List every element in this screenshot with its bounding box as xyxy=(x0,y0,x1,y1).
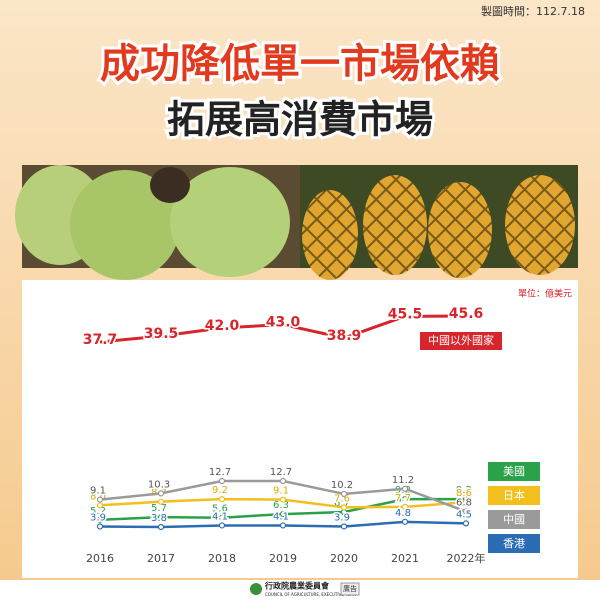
point xyxy=(96,502,104,509)
point xyxy=(157,514,165,521)
point xyxy=(96,523,104,530)
point xyxy=(218,514,226,521)
value-label: 4.5 xyxy=(456,509,472,520)
point xyxy=(96,496,104,503)
x-tick-label: 2018 xyxy=(208,552,236,565)
value-label: 45.5 xyxy=(388,306,423,322)
legend-box xyxy=(488,510,540,529)
point xyxy=(279,510,287,518)
value-label: 9.2 xyxy=(456,485,472,496)
unit: 單位：億美元 xyxy=(518,288,572,300)
legend-label: 美國 xyxy=(503,465,525,478)
point xyxy=(279,477,287,485)
x-tick-label: 2022年 xyxy=(447,551,486,565)
value-label: 8.6 xyxy=(456,488,472,499)
series-line xyxy=(99,314,467,344)
value-label: 11.2 xyxy=(392,475,414,486)
value-label: 6.3 xyxy=(273,500,289,511)
value-label: 6.8 xyxy=(456,497,472,508)
legend-box xyxy=(488,486,540,505)
point xyxy=(96,516,104,523)
subtitle: 拓展高消費市場 xyxy=(167,98,433,142)
legend-box xyxy=(488,534,540,553)
logo xyxy=(250,583,262,595)
point xyxy=(157,498,165,505)
point xyxy=(279,496,287,503)
value-label: 38.9 xyxy=(327,328,362,344)
point xyxy=(401,485,409,492)
point xyxy=(462,520,470,527)
point xyxy=(340,504,348,511)
ad-box xyxy=(340,582,360,596)
x-tick-label: 2021 xyxy=(391,552,419,565)
value-label: 45.6 xyxy=(449,306,484,322)
value-label: 4.1 xyxy=(273,511,289,522)
legend-label: 日本 xyxy=(503,488,525,502)
point xyxy=(462,499,470,506)
value-label: 9.1 xyxy=(273,486,289,497)
value-label: 12.7 xyxy=(270,467,292,478)
legend-label: 中國以外國家 xyxy=(428,333,494,347)
title: 成功降低單一市場依賴 xyxy=(100,41,500,87)
org: 行政院農業委員會 xyxy=(264,581,330,591)
value-label: 10.3 xyxy=(148,479,170,490)
point xyxy=(401,518,409,525)
x-tick-label: 2020 xyxy=(330,552,358,565)
point xyxy=(157,523,165,531)
footer xyxy=(0,580,600,600)
point xyxy=(218,495,226,503)
point xyxy=(340,490,348,498)
value-label: 9.2 xyxy=(212,485,228,496)
value-label: 3.8 xyxy=(151,513,167,524)
value-label: 12.7 xyxy=(209,467,231,478)
date: 製圖時間：112.7.18 xyxy=(481,4,585,18)
value-label: 5.6 xyxy=(212,504,228,515)
value-label: 3.9 xyxy=(334,512,350,523)
legend-label: 中國 xyxy=(503,513,525,526)
point xyxy=(401,495,409,503)
point xyxy=(401,503,409,510)
value-label: 9.1 xyxy=(90,486,106,497)
x-tick-label: 2017 xyxy=(147,552,175,565)
point xyxy=(279,522,287,529)
photo xyxy=(15,165,578,280)
value-label: 7.7 xyxy=(395,493,411,504)
org-en: COUNCIL OF AGRICULTURE, EXECUTIVE YUAN xyxy=(265,592,356,597)
value-label: 4.8 xyxy=(395,508,411,519)
legend-label: 香港 xyxy=(503,537,525,550)
value-label: 10.2 xyxy=(331,480,353,491)
ad: 廣告 xyxy=(343,584,357,593)
value-label: 39.5 xyxy=(144,326,179,342)
value-label: 5.7 xyxy=(151,503,167,514)
legend-box xyxy=(488,462,540,481)
point xyxy=(218,522,226,529)
value-label: 3.9 xyxy=(90,512,106,523)
point xyxy=(462,508,470,515)
point xyxy=(218,477,226,485)
point xyxy=(340,523,348,530)
value-label: 42.0 xyxy=(205,318,240,334)
x-tick-label: 2016 xyxy=(86,552,114,565)
value-label: 43.0 xyxy=(266,315,301,331)
x-tick-label: 2019 xyxy=(269,552,297,565)
point xyxy=(157,490,165,497)
value-label: 4.1 xyxy=(212,511,228,522)
value-label: 37.7 xyxy=(83,332,118,348)
legend-box xyxy=(420,332,502,350)
value-label: 5.2 xyxy=(90,506,106,517)
